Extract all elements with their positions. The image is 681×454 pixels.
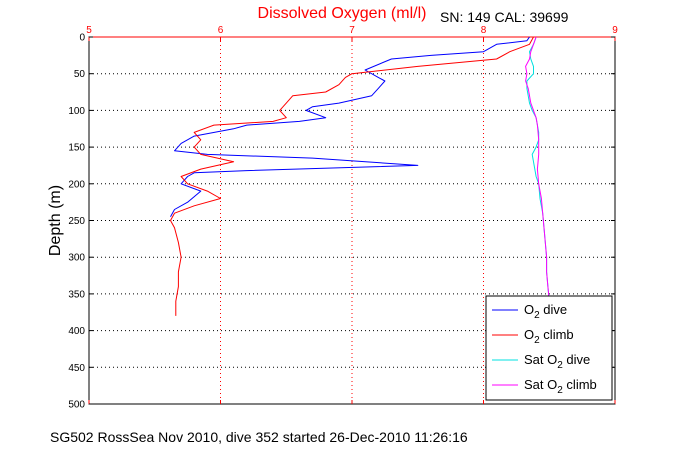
x-tick-label: 6 bbox=[218, 25, 224, 36]
chart-title: Dissolved Oxygen (ml/l) bbox=[258, 5, 427, 22]
legend-label-o2-climb: O2 climb bbox=[524, 327, 574, 346]
x-tick-label: 5 bbox=[86, 25, 92, 36]
x-tick-label: 7 bbox=[349, 25, 355, 36]
x-axis-ticks: 5 6 7 8 9 bbox=[86, 25, 618, 404]
y-tick-label: 100 bbox=[68, 106, 85, 117]
y-tick-label: 300 bbox=[68, 253, 85, 264]
y-tick-label: 450 bbox=[68, 363, 85, 374]
x-tick-label: 8 bbox=[481, 25, 487, 36]
x-tick-label: 9 bbox=[612, 25, 618, 36]
y-axis-label: Depth (m) bbox=[47, 185, 64, 256]
series-group bbox=[170, 36, 550, 316]
y-tick-label: 150 bbox=[68, 143, 85, 154]
legend-label-sat-dive: Sat O2 dive bbox=[524, 352, 590, 371]
legend-label-sat-climb: Sat O2 climb bbox=[524, 377, 597, 396]
y-axis-ticks: 0 50 100 150 200 250 300 350 400 450 500 bbox=[68, 33, 615, 411]
footer-caption: SG502 RossSea Nov 2010, dive 352 started… bbox=[50, 429, 468, 445]
y-tick-label: 200 bbox=[68, 179, 85, 190]
legend: O2 dive O2 climb Sat O2 dive Sat O2 climb bbox=[485, 295, 613, 401]
series-line-o2-dive bbox=[170, 36, 530, 218]
y-tick-label: 500 bbox=[68, 400, 85, 411]
y-tick-label: 350 bbox=[68, 289, 85, 300]
series-line-o2-climb bbox=[170, 36, 534, 316]
y-tick-label: 250 bbox=[68, 216, 85, 227]
legend-label-o2-dive: O2 dive bbox=[524, 302, 567, 321]
y-tick-label: 0 bbox=[79, 33, 85, 44]
y-tick-label: 50 bbox=[74, 69, 86, 80]
legend-box bbox=[485, 295, 613, 401]
y-tick-label: 400 bbox=[68, 326, 85, 337]
series-line-sat-climb bbox=[525, 36, 550, 316]
calibration-label: SN: 149 CAL: 39699 bbox=[440, 9, 569, 25]
